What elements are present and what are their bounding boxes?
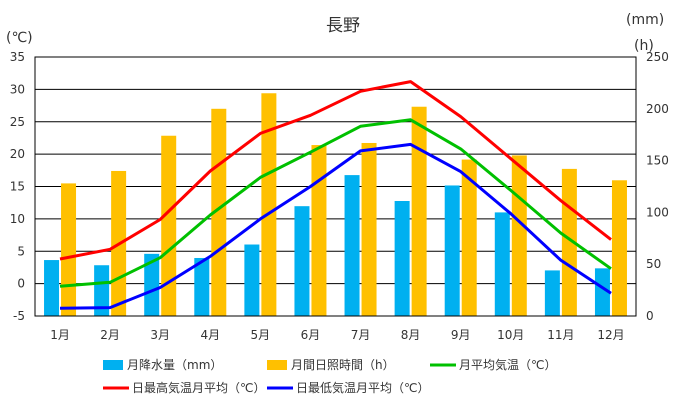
- line-max-temperature: [59, 80, 612, 261]
- left-tick-label: 0: [17, 277, 25, 291]
- x-tick-label: 11月: [547, 328, 574, 342]
- bar-sunshine: [411, 106, 427, 316]
- line-mean-temperature: [59, 118, 612, 288]
- right-axis-unit-sunshine: (h): [634, 38, 654, 54]
- legend-swatch: [103, 360, 123, 370]
- bar-precipitation: [194, 257, 210, 316]
- right-tick-label: 150: [646, 154, 669, 168]
- bar-precipitation: [44, 260, 60, 316]
- x-tick-label: 7月: [351, 328, 371, 342]
- line-min-temperature: [59, 142, 612, 310]
- bar-sunshine: [461, 159, 477, 316]
- left-tick-label: 15: [10, 180, 25, 194]
- bar-sunshine: [311, 145, 327, 316]
- legend-label: 月降水量（mm）: [127, 358, 222, 372]
- legend-label: 日最低気温月平均（℃）: [296, 380, 429, 395]
- bar-precipitation: [444, 185, 460, 316]
- left-tick-label: 5: [17, 244, 25, 258]
- bar-sunshine: [161, 135, 177, 316]
- bars: [44, 93, 627, 316]
- chart-title: 長野: [326, 16, 360, 36]
- bar-sunshine: [511, 155, 527, 316]
- left-tick-label: 30: [10, 82, 25, 96]
- legend-label: 月平均気温（℃）: [459, 357, 556, 372]
- right-tick-label: 100: [646, 205, 669, 219]
- bar-precipitation: [244, 244, 260, 316]
- left-tick-label: 25: [10, 115, 25, 129]
- left-tick-label: 35: [10, 50, 25, 64]
- right-tick-label: 200: [646, 102, 669, 116]
- bar-precipitation: [594, 268, 610, 316]
- x-tick-label: 10月: [497, 328, 524, 342]
- left-tick-label: -5: [13, 309, 25, 323]
- x-tick-label: 6月: [301, 328, 321, 342]
- x-tick-label: 4月: [200, 328, 220, 342]
- x-tick-label: 2月: [100, 328, 120, 342]
- bar-precipitation: [344, 175, 360, 316]
- bar-sunshine: [611, 180, 627, 316]
- right-tick-label: 250: [646, 50, 669, 64]
- left-tick-label: 20: [10, 147, 25, 161]
- x-tick-label: 3月: [150, 328, 170, 342]
- legend-label: 月間日照時間（h）: [291, 358, 395, 372]
- legend: 月降水量（mm） 月間日照時間（h） 月平均気温（℃） 日最高気温月平均（℃） 日最低気…: [103, 357, 556, 395]
- x-tick-label: 9月: [451, 328, 471, 342]
- bar-sunshine: [361, 142, 377, 316]
- legend-label: 日最高気温月平均（℃）: [132, 380, 265, 395]
- bar-sunshine: [61, 183, 77, 316]
- right-axis-unit-precipitation: (mm): [626, 12, 664, 28]
- x-tick-label: 12月: [597, 328, 624, 342]
- bar-precipitation: [494, 212, 510, 316]
- legend-swatch: [267, 360, 287, 370]
- x-tick-label: 8月: [401, 328, 421, 342]
- bar-precipitation: [144, 253, 160, 316]
- bar-precipitation: [394, 201, 410, 316]
- bar-sunshine: [261, 93, 277, 316]
- left-axis-unit: (℃): [6, 30, 33, 46]
- left-tick-label: 10: [10, 212, 25, 226]
- right-tick-label: 50: [646, 257, 661, 271]
- bar-precipitation: [294, 206, 310, 316]
- right-tick-label: 0: [646, 309, 654, 323]
- bar-precipitation: [94, 265, 110, 316]
- lines: [59, 80, 612, 310]
- x-tick-label: 5月: [251, 328, 271, 342]
- bar-precipitation: [544, 270, 560, 316]
- plot-area-frame: [34, 56, 637, 317]
- x-tick-label: 1月: [50, 328, 70, 342]
